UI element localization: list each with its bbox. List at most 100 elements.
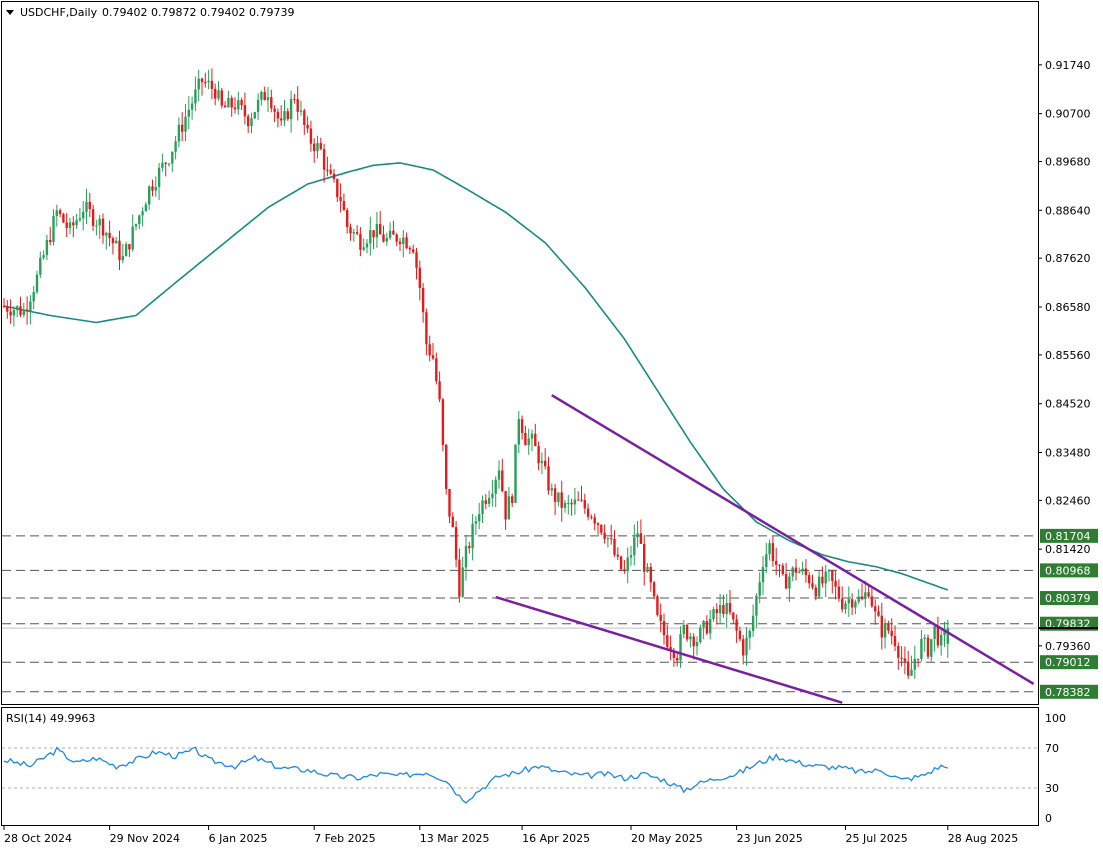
bullish-candle	[946, 619, 949, 658]
level-price-tag: 0.79012	[1040, 655, 1098, 670]
bullish-candle	[557, 492, 560, 507]
bullish-candle	[682, 620, 685, 639]
bearish-candle	[936, 616, 940, 649]
bearish-candle	[553, 483, 557, 516]
price-tick-label: 0.84520	[1045, 398, 1091, 411]
rsi-line	[3, 746, 948, 804]
bearish-candle	[742, 634, 745, 665]
bullish-candle	[768, 539, 771, 561]
moving-average-line	[3, 162, 949, 591]
bullish-candle	[474, 515, 478, 535]
bullish-candle	[352, 228, 355, 242]
bullish-candle	[260, 90, 263, 106]
bearish-candle	[649, 562, 652, 592]
bearish-candle	[428, 335, 431, 362]
bearish-candle	[544, 448, 547, 470]
bullish-candle	[52, 209, 55, 246]
svg-text:0.81704: 0.81704	[1045, 530, 1091, 543]
bullish-candle	[85, 188, 88, 224]
bearish-candle	[421, 283, 425, 323]
price-axis: 0.91740 0.90700 0.89680 0.88640 0.87620 0.865…	[1038, 59, 1091, 653]
bullish-candle	[788, 572, 791, 602]
bullish-candle	[35, 270, 39, 295]
current-price-marker	[1038, 627, 1098, 630]
bullish-candle	[55, 204, 58, 227]
bearish-candle	[448, 488, 451, 523]
bearish-candle	[441, 397, 445, 452]
bullish-candle	[464, 534, 468, 581]
bullish-candle	[177, 117, 181, 148]
bearish-candle	[926, 634, 930, 659]
bullish-candle	[527, 428, 530, 455]
bullish-candle	[266, 86, 270, 113]
bearish-candle	[336, 178, 339, 203]
bearish-candle	[425, 308, 428, 356]
bullish-candle	[16, 305, 19, 318]
bearish-candle	[837, 579, 841, 602]
bullish-candle	[567, 495, 570, 515]
bullish-candle	[148, 185, 151, 211]
bearish-candle	[900, 646, 903, 667]
ohlc-values: 0.79402 0.79872 0.79402 0.79739	[102, 6, 294, 19]
bullish-candle	[923, 634, 926, 652]
bearish-candle	[775, 547, 778, 576]
bearish-candle	[451, 512, 454, 528]
bearish-candle	[860, 583, 864, 601]
bullish-candle	[573, 487, 577, 515]
bullish-candle	[39, 251, 42, 278]
bullish-candle	[709, 609, 712, 640]
bearish-candle	[181, 112, 184, 142]
rsi-layer: 100 70 30 0	[2, 712, 1066, 825]
bearish-candle	[735, 614, 738, 643]
time-tick-label: 16 Apr 2025	[522, 832, 590, 845]
bearish-candle	[511, 493, 514, 507]
level-tags: 0.817040.809680.803790.798320.790120.783…	[1038, 528, 1098, 699]
bullish-candle	[471, 513, 474, 561]
bearish-candle	[613, 530, 616, 557]
bearish-candle	[831, 569, 834, 594]
bearish-candle	[504, 490, 507, 530]
trendline-upper[interactable]	[551, 394, 1035, 685]
bearish-candle	[247, 114, 250, 133]
bullish-candle	[29, 295, 32, 325]
bearish-candle	[379, 211, 382, 235]
bearish-candle	[468, 541, 471, 554]
bearish-candle	[276, 108, 280, 128]
bearish-candle	[412, 244, 415, 254]
bearish-candle	[303, 108, 306, 135]
svg-text:0.80968: 0.80968	[1045, 564, 1091, 577]
bullish-candle	[712, 606, 715, 622]
bullish-candle	[563, 500, 567, 513]
bullish-candle	[68, 217, 72, 235]
bullish-candle	[402, 229, 405, 258]
bullish-candle	[629, 545, 633, 566]
bearish-candle	[382, 225, 385, 243]
bullish-candle	[144, 202, 148, 212]
bullish-candle	[194, 76, 197, 112]
bullish-candle	[517, 411, 520, 454]
bearish-candle	[349, 223, 352, 241]
trendline-lower[interactable]	[495, 595, 843, 704]
bearish-candle	[273, 105, 276, 123]
bearish-candle	[715, 603, 718, 625]
bullish-candle	[798, 567, 801, 574]
bearish-candle	[2, 298, 6, 308]
bullish-candle	[197, 69, 200, 102]
bearish-candle	[220, 87, 223, 109]
bullish-candle	[751, 604, 755, 637]
bearish-candle	[666, 624, 669, 650]
bearish-candle	[659, 603, 662, 633]
bearish-candle	[916, 658, 920, 668]
bullish-candle	[699, 624, 702, 645]
bearish-candle	[794, 558, 798, 581]
collapse-triangle-icon[interactable]	[6, 10, 14, 15]
bearish-candle	[151, 179, 154, 197]
bearish-candle	[230, 95, 233, 117]
bullish-candle	[725, 594, 728, 628]
bearish-candle	[616, 547, 619, 560]
bullish-candle	[365, 239, 369, 254]
bearish-candle	[306, 116, 309, 134]
bullish-candle	[679, 626, 682, 668]
bearish-candle	[431, 343, 435, 360]
